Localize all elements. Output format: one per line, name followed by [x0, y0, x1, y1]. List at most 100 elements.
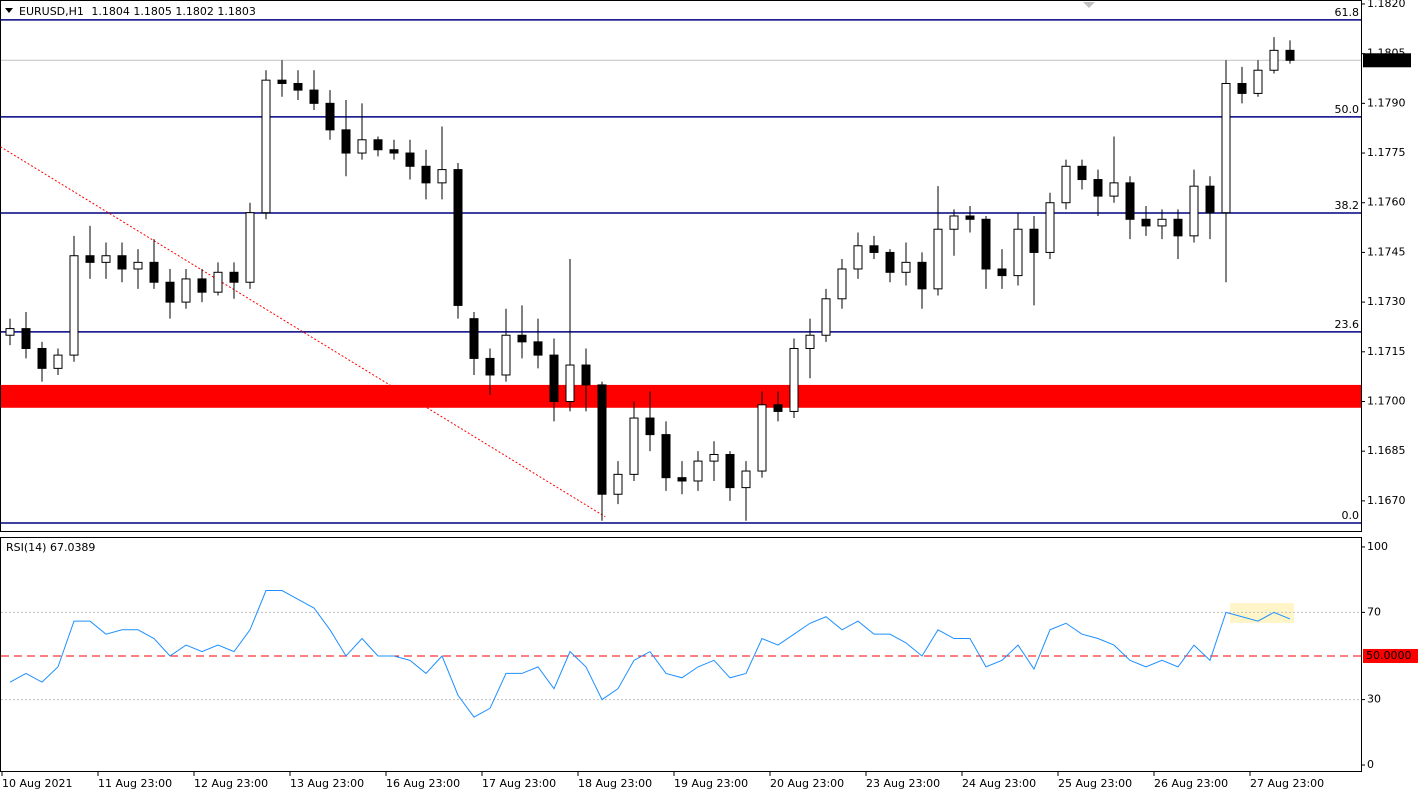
- y-tick-label: 1.1685: [1367, 444, 1406, 457]
- candle-body: [1253, 69, 1263, 94]
- candle-body: [901, 261, 911, 273]
- candle-body: [245, 212, 255, 283]
- ohlc: 1.1802: [175, 5, 214, 18]
- candle-body: [405, 152, 415, 167]
- rsi-title: RSI(14) 67.0389: [6, 541, 95, 554]
- candle-body: [613, 473, 623, 495]
- candle-body: [421, 165, 431, 184]
- candle-body: [693, 460, 703, 482]
- candle-body: [1125, 182, 1135, 220]
- candle-body: [341, 129, 351, 154]
- candle-body: [661, 434, 671, 479]
- candle-body: [1205, 185, 1215, 214]
- candle-body: [1285, 49, 1295, 61]
- x-tick-label: 13 Aug 23:00: [290, 777, 364, 790]
- signal-box: [1363, 648, 1418, 663]
- candle-body: [789, 347, 799, 412]
- candle-body: [277, 79, 287, 84]
- candle-body: [597, 384, 607, 495]
- candle-body: [1237, 82, 1247, 94]
- x-tick-label: 18 Aug 23:00: [578, 777, 652, 790]
- candle-body: [965, 215, 975, 220]
- x-tick-label: 12 Aug 23:00: [194, 777, 268, 790]
- rsi-pane: [0, 537, 1362, 772]
- candle-body: [645, 417, 655, 436]
- candle-body: [437, 169, 447, 184]
- candle-body: [485, 357, 495, 376]
- candle-body: [229, 271, 239, 283]
- x-tick-label: 23 Aug 23:00: [866, 777, 940, 790]
- x-tick-label: 26 Aug 23:00: [1154, 777, 1228, 790]
- candle-body: [1269, 49, 1279, 71]
- candle-body: [549, 354, 559, 402]
- candle-body: [1045, 202, 1055, 253]
- candle-body: [1157, 218, 1167, 227]
- symbol: EURUSD,H1: [19, 5, 84, 18]
- candle-body: [533, 341, 543, 356]
- candle-body: [1077, 165, 1087, 181]
- candle-body: [85, 255, 95, 263]
- candle-body: [197, 278, 207, 293]
- candle-body: [581, 364, 591, 386]
- y-tick-label: 1.1745: [1367, 245, 1406, 258]
- candle-body: [69, 255, 79, 356]
- fib-label: 61.8: [1335, 6, 1360, 19]
- y-tick-label: 1.1670: [1367, 494, 1406, 507]
- candle-body: [1141, 218, 1151, 227]
- candle-body: [1173, 218, 1183, 237]
- candle-body: [773, 404, 783, 412]
- chart-header: EURUSD,H1 1.1804 1.1805 1.1802 1.1803: [19, 5, 256, 18]
- candle-body: [805, 334, 815, 349]
- y-tick-label: 1.1760: [1367, 196, 1406, 209]
- candle-body: [885, 251, 895, 273]
- price-pane: [0, 0, 1362, 532]
- candle-body: [949, 215, 959, 230]
- candle-body: [373, 139, 383, 151]
- candle-body: [981, 218, 991, 270]
- candle-body: [117, 255, 127, 270]
- x-tick-label: 27 Aug 23:00: [1250, 777, 1324, 790]
- price-box: [1363, 53, 1411, 68]
- candle-body: [997, 268, 1007, 277]
- x-tick-label: 10 Aug 2021: [2, 777, 72, 790]
- candle-body: [741, 470, 751, 489]
- candle-body: [293, 82, 303, 91]
- candle-body: [165, 281, 175, 303]
- x-tick-label: 24 Aug 23:00: [962, 777, 1036, 790]
- candle-body: [261, 79, 271, 214]
- candle-body: [933, 228, 943, 290]
- candle-body: [677, 477, 687, 482]
- y-tick-label: 100: [1367, 540, 1388, 553]
- fib-label: 0.0: [1342, 509, 1360, 522]
- candle-body: [1189, 185, 1199, 237]
- candle-body: [181, 278, 191, 303]
- y-tick-label: 1.1730: [1367, 295, 1406, 308]
- y-tick-label: 1.1820: [1367, 0, 1406, 10]
- candle-body: [453, 169, 463, 306]
- ohlc: 1.1805: [133, 5, 172, 18]
- y-tick-label: 1.1790: [1367, 96, 1406, 109]
- candle-body: [1109, 182, 1119, 197]
- y-tick-label: 1.1700: [1367, 394, 1406, 407]
- x-tick-label: 20 Aug 23:00: [770, 777, 844, 790]
- candle-body: [1093, 179, 1103, 197]
- ohlc: 1.1803: [217, 5, 256, 18]
- candle-body: [357, 139, 367, 154]
- candle-body: [21, 328, 31, 349]
- candle-body: [917, 261, 927, 290]
- y-tick-label: 1.1775: [1367, 146, 1406, 159]
- candle-body: [1029, 228, 1039, 253]
- candle-body: [5, 328, 15, 336]
- candle-body: [469, 318, 479, 359]
- candle-body: [869, 245, 879, 253]
- candle-body: [565, 364, 575, 402]
- candle-body: [517, 334, 527, 343]
- candle-body: [101, 255, 111, 263]
- candle-body: [309, 89, 319, 104]
- x-tick-label: 16 Aug 23:00: [386, 777, 460, 790]
- fib-label: 23.6: [1335, 318, 1360, 331]
- y-tick-label: 0: [1367, 758, 1374, 771]
- menu-arrow: [5, 8, 13, 13]
